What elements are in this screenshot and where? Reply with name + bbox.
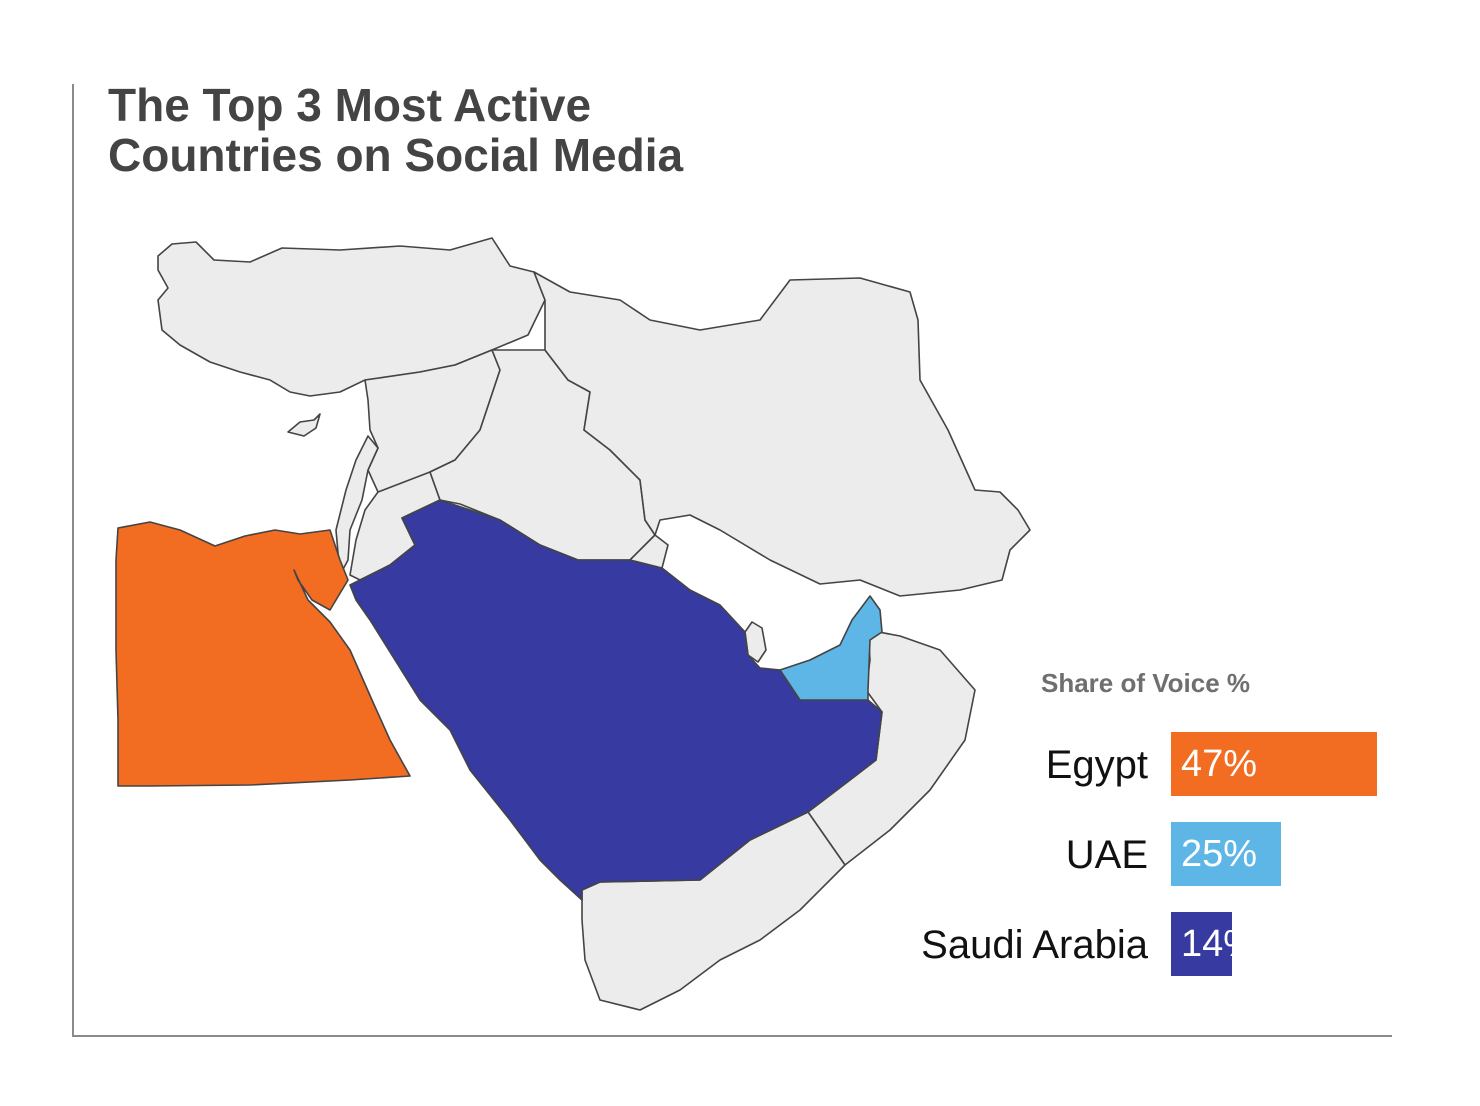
frame-left-rule bbox=[72, 84, 74, 1036]
bar-label: UAE bbox=[1065, 833, 1148, 877]
region-saudi-arabia bbox=[349, 499, 883, 901]
bar-value: 25% bbox=[1171, 822, 1281, 886]
bar-value: 47% bbox=[1171, 732, 1377, 796]
region-uae bbox=[779, 595, 883, 701]
bar-value: 14% bbox=[1171, 912, 1257, 976]
bar-label: Egypt bbox=[1045, 743, 1148, 787]
legend-title: Share of Voice % bbox=[1041, 668, 1251, 698]
region-egypt bbox=[115, 521, 411, 787]
region-iran bbox=[533, 271, 1031, 597]
bar-row-uae: UAE 25% bbox=[0, 822, 1480, 888]
title-line-1: The Top 3 Most Active bbox=[108, 79, 592, 131]
bar-label: Saudi Arabia bbox=[921, 923, 1148, 967]
bar-row-egypt: Egypt 47% bbox=[0, 732, 1480, 798]
title-line-2: Countries on Social Media bbox=[108, 129, 684, 181]
region-cyprus bbox=[287, 413, 321, 437]
bar-row-saudi-arabia: Saudi Arabia 14% bbox=[0, 912, 1480, 978]
frame-bottom-rule bbox=[72, 1035, 1392, 1037]
chart-title: The Top 3 Most Active Countries on Socia… bbox=[108, 80, 808, 180]
region-levant bbox=[335, 435, 379, 576]
